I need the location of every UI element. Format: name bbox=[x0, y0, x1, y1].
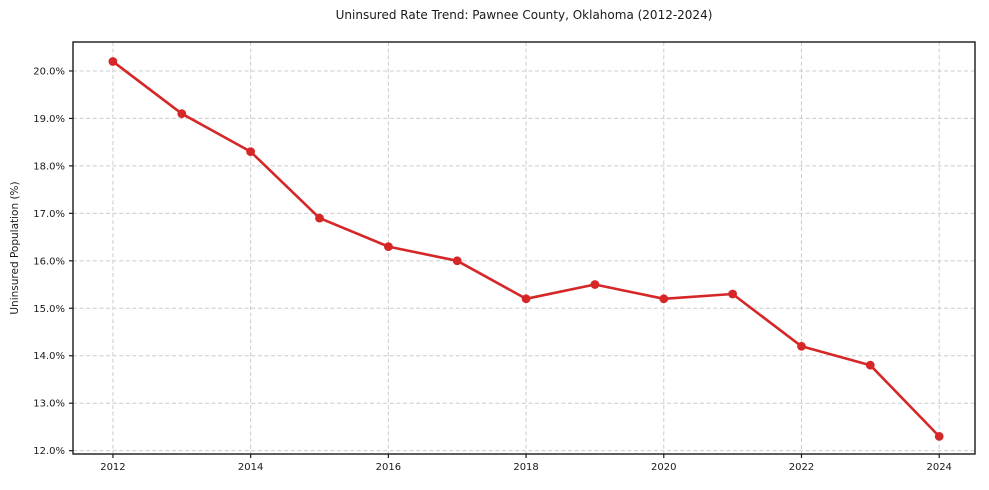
data-point-2015 bbox=[315, 213, 324, 223]
y-tick-label: 18.0% bbox=[33, 161, 65, 172]
data-point-2018 bbox=[521, 294, 531, 304]
x-tick-label: 2018 bbox=[513, 462, 538, 473]
data-point-2017 bbox=[452, 256, 462, 266]
x-tick-label: 2012 bbox=[100, 462, 125, 473]
data-point-2022 bbox=[797, 341, 806, 351]
x-tick-label: 2024 bbox=[926, 462, 951, 473]
y-tick-label: 15.0% bbox=[33, 304, 65, 315]
x-tick-label: 2020 bbox=[651, 462, 676, 473]
data-point-2021 bbox=[728, 289, 737, 299]
x-tick-label: 2014 bbox=[238, 462, 263, 473]
chart-title: Uninsured Rate Trend: Pawnee County, Okl… bbox=[335, 8, 713, 22]
y-tick-label: 16.0% bbox=[33, 256, 65, 267]
y-tick-label: 17.0% bbox=[33, 209, 65, 220]
data-point-2012 bbox=[108, 57, 118, 66]
data-point-2014 bbox=[246, 147, 256, 157]
y-axis-label: Uninsured Population (%) bbox=[9, 181, 21, 315]
x-tick-label: 2016 bbox=[376, 462, 401, 473]
y-tick-label: 20.0% bbox=[33, 66, 65, 77]
data-point-2019 bbox=[590, 280, 600, 289]
data-point-2023 bbox=[865, 360, 875, 370]
data-point-2016 bbox=[384, 242, 393, 252]
x-tick-label: 2022 bbox=[789, 462, 814, 473]
y-tick-label: 19.0% bbox=[33, 114, 65, 125]
y-tick-label: 12.0% bbox=[33, 446, 65, 457]
plot-border bbox=[72, 41, 976, 455]
y-tick-label: 13.0% bbox=[33, 399, 65, 410]
data-point-2020 bbox=[659, 294, 669, 304]
data-point-2013 bbox=[177, 109, 187, 119]
data-point-2024 bbox=[934, 432, 944, 441]
y-tick-label: 14.0% bbox=[33, 351, 65, 362]
